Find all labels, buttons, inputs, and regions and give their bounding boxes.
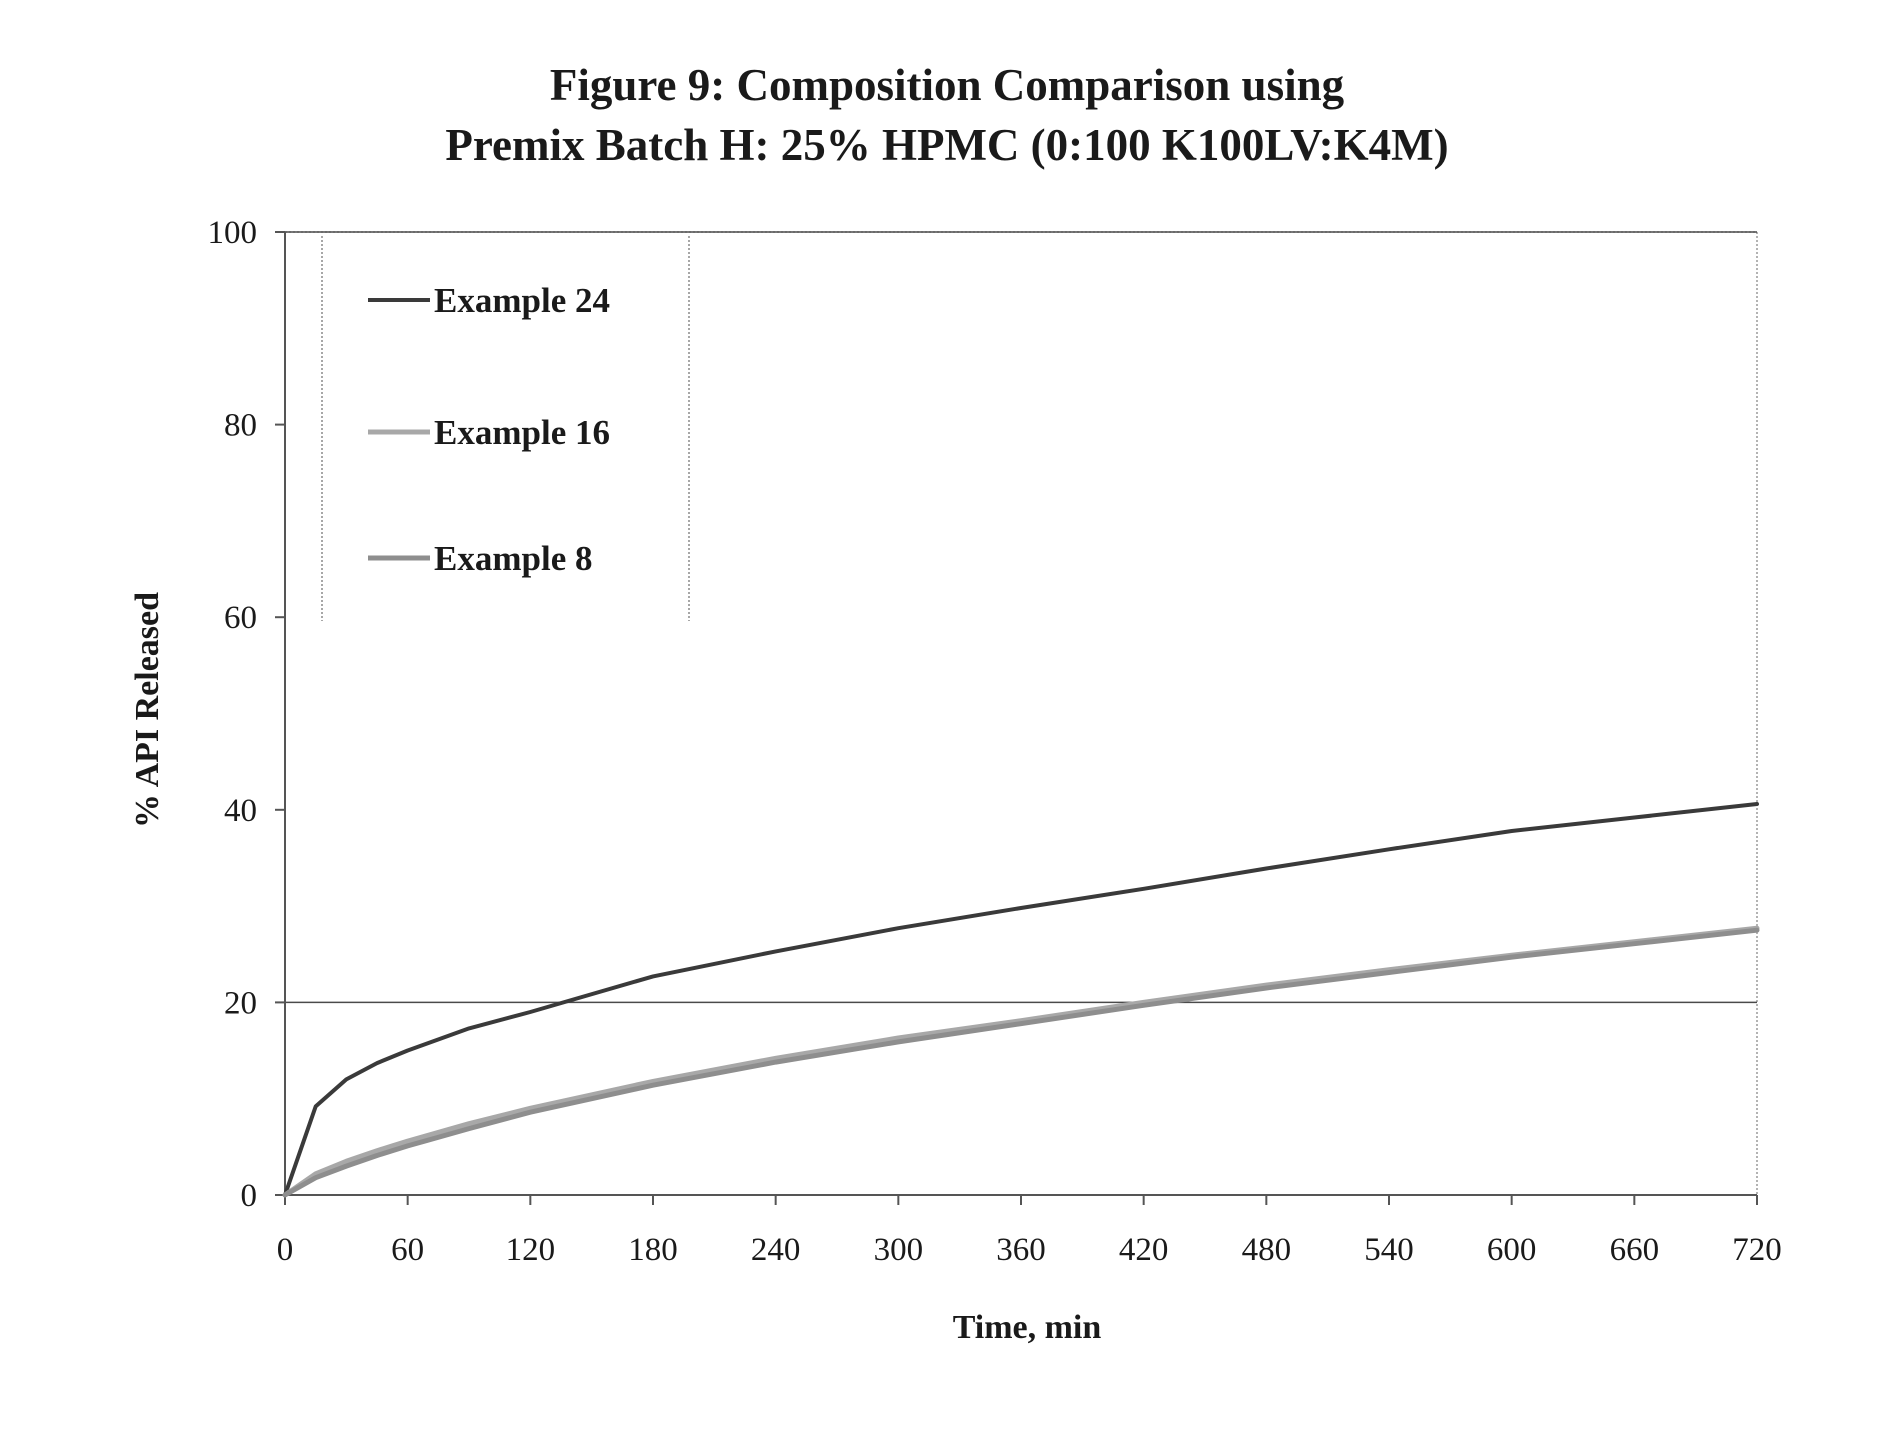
x-tick-label-360: 360 [996,1232,1046,1268]
x-tick-label-120: 120 [506,1232,556,1268]
x-tick-label-720: 720 [1732,1232,1782,1268]
y-tick-label-0: 0 [241,1178,258,1214]
x-tick-label-0: 0 [277,1232,294,1268]
legend-label-example-24: Example 24 [434,281,610,320]
plot-area-border [285,232,1757,1195]
y-tick-label-80: 80 [224,408,257,444]
y-tick-label-60: 60 [224,600,257,636]
legend-label-example-16: Example 16 [434,413,610,452]
x-tick-label-480: 480 [1242,1232,1292,1268]
y-axis-label: % API Released [129,592,166,828]
chart-title-line-1: Figure 9: Composition Comparison using [550,60,1345,110]
y-tick-label-40: 40 [224,793,257,829]
x-tick-label-180: 180 [628,1232,678,1268]
chart-title-line-2: Premix Batch H: 25% HPMC (0:100 K100LV:K… [445,120,1448,170]
x-tick-label-660: 660 [1610,1232,1660,1268]
series-line-example-24 [285,804,1757,1195]
series-line-example-16 [285,928,1757,1195]
y-tick-label-20: 20 [224,985,257,1021]
x-tick-label-300: 300 [874,1232,924,1268]
x-axis-label: Time, min [953,1309,1102,1346]
legend-label-example-8: Example 8 [434,539,592,578]
line-chart: Figure 9: Composition Comparison using P… [0,0,1899,1432]
x-tick-label-600: 600 [1487,1232,1537,1268]
chart-container: Figure 9: Composition Comparison using P… [0,0,1899,1432]
series-line-example-8 [285,930,1757,1195]
y-tick-label-100: 100 [208,215,258,251]
x-tick-label-420: 420 [1119,1232,1169,1268]
x-tick-label-60: 60 [391,1232,424,1268]
x-tick-label-540: 540 [1364,1232,1414,1268]
x-tick-label-240: 240 [751,1232,801,1268]
